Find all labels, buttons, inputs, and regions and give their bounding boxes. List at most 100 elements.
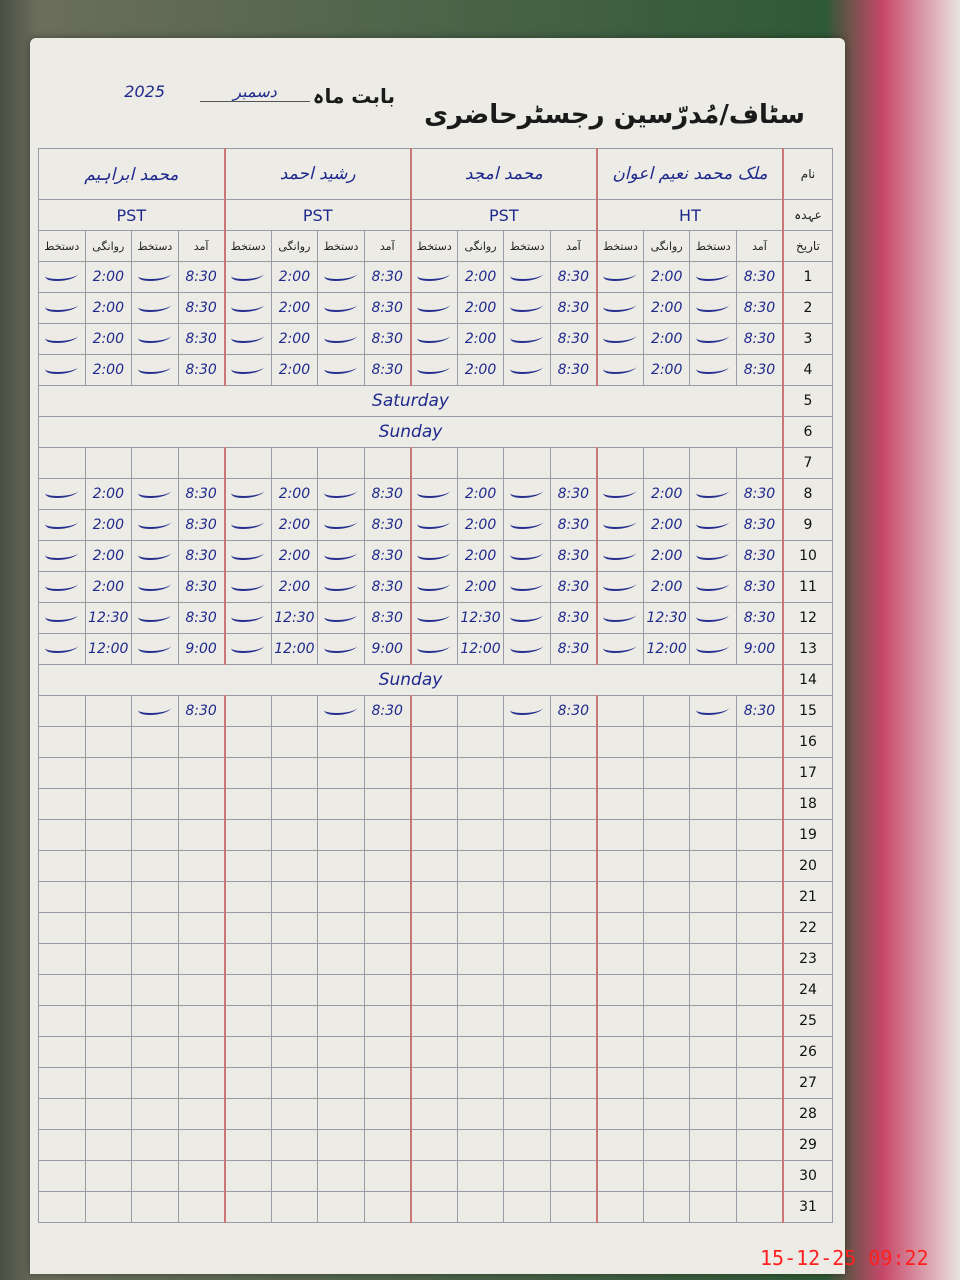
signature-cell — [689, 540, 737, 572]
arrival-time: 8:30 — [363, 571, 412, 603]
arrival-time: 8:30 — [549, 540, 598, 572]
signature-cell — [410, 261, 458, 293]
signature — [136, 517, 174, 529]
departure-time — [456, 447, 505, 479]
signature — [229, 300, 267, 312]
arrival-time — [363, 1005, 412, 1037]
signature — [136, 331, 174, 343]
signature — [229, 610, 267, 622]
arrival-time: 8:30 — [735, 540, 784, 572]
column-header: روانگی — [642, 230, 691, 262]
arrival-time — [549, 943, 598, 975]
arrival-time — [549, 819, 598, 851]
column-header: آمد — [177, 230, 226, 262]
signature-cell — [38, 509, 86, 541]
departure-time — [456, 726, 505, 758]
signature-cell — [503, 819, 551, 851]
signature — [136, 548, 174, 560]
signature-cell — [131, 602, 179, 634]
signature-cell — [596, 571, 644, 603]
signature-cell — [503, 850, 551, 882]
signature-cell — [503, 943, 551, 975]
date: 2 — [782, 292, 833, 324]
departure-time: 2:00 — [456, 354, 505, 386]
departure-time — [642, 850, 691, 882]
signature-cell — [38, 850, 86, 882]
departure-time: 2:00 — [456, 292, 505, 324]
signature-cell — [131, 1005, 179, 1037]
signature — [602, 579, 639, 591]
signature-cell — [503, 881, 551, 913]
signature-cell — [596, 757, 644, 789]
arrival-time — [549, 974, 598, 1006]
arrival-time: 8:30 — [363, 509, 412, 541]
departure-time — [84, 850, 133, 882]
signature-cell — [38, 912, 86, 944]
signature-cell — [131, 354, 179, 386]
departure-time: 2:00 — [270, 540, 319, 572]
signature-cell — [596, 788, 644, 820]
departure-time: 2:00 — [84, 354, 133, 386]
departure-time — [456, 1005, 505, 1037]
signature — [508, 703, 546, 715]
column-header: دستخط — [131, 230, 179, 262]
arrival-time — [735, 447, 784, 479]
arrival-time: 8:30 — [735, 323, 784, 355]
departure-time — [642, 943, 691, 975]
staff-post: PST — [37, 199, 226, 231]
departure-time — [84, 1129, 133, 1161]
post-row: عہدہ HT PST PST PST — [37, 199, 833, 231]
arrival-time — [735, 881, 784, 913]
signature-cell — [131, 323, 179, 355]
arrival-time: 9:00 — [363, 633, 412, 665]
arrival-time: 8:30 — [735, 571, 784, 603]
arrival-time — [363, 788, 412, 820]
departure-time — [270, 695, 319, 727]
signature-cell — [410, 1191, 458, 1223]
signature-cell — [131, 478, 179, 510]
signature-cell — [131, 509, 179, 541]
date: 19 — [782, 819, 833, 851]
signature-cell — [131, 540, 179, 572]
departure-time — [642, 974, 691, 1006]
date: 18 — [782, 788, 833, 820]
signature-cell — [503, 1129, 551, 1161]
departure-time — [84, 695, 133, 727]
signature-cell — [224, 1129, 272, 1161]
arrival-time — [735, 757, 784, 789]
signature-cell — [38, 695, 86, 727]
departure-time: 2:00 — [456, 478, 505, 510]
signature-cell — [689, 1160, 737, 1192]
signature-cell — [410, 726, 458, 758]
signature-cell — [503, 1160, 551, 1192]
signature-cell — [689, 447, 737, 479]
signature-cell — [317, 1191, 365, 1223]
departure-time — [84, 1098, 133, 1130]
departure-time — [270, 943, 319, 975]
signature-cell — [596, 633, 644, 665]
arrival-time: 8:30 — [177, 354, 226, 386]
arrival-time — [363, 974, 412, 1006]
signature-cell — [503, 447, 551, 479]
signature-cell — [38, 726, 86, 758]
departure-time: 12:00 — [642, 633, 691, 665]
signature-cell — [131, 1067, 179, 1099]
signature — [136, 610, 174, 622]
departure-time: 2:00 — [84, 509, 133, 541]
arrival-time: 8:30 — [177, 695, 226, 727]
signature-cell — [503, 974, 551, 1006]
signature-cell — [689, 323, 737, 355]
arrival-time — [177, 1005, 226, 1037]
departure-time — [270, 447, 319, 479]
signature-cell — [410, 292, 458, 324]
signature-cell — [317, 974, 365, 1006]
signature-cell — [410, 1005, 458, 1037]
date: 31 — [782, 1191, 833, 1223]
signature-cell — [317, 323, 365, 355]
day-row: 4 8:30 2:00 8:30 2:00 8:30 2:00 8:30 2:00 — [38, 354, 833, 386]
staff-post: HT — [596, 199, 785, 231]
arrival-time: 8:30 — [363, 292, 412, 324]
arrival-time — [177, 912, 226, 944]
departure-time — [456, 757, 505, 789]
